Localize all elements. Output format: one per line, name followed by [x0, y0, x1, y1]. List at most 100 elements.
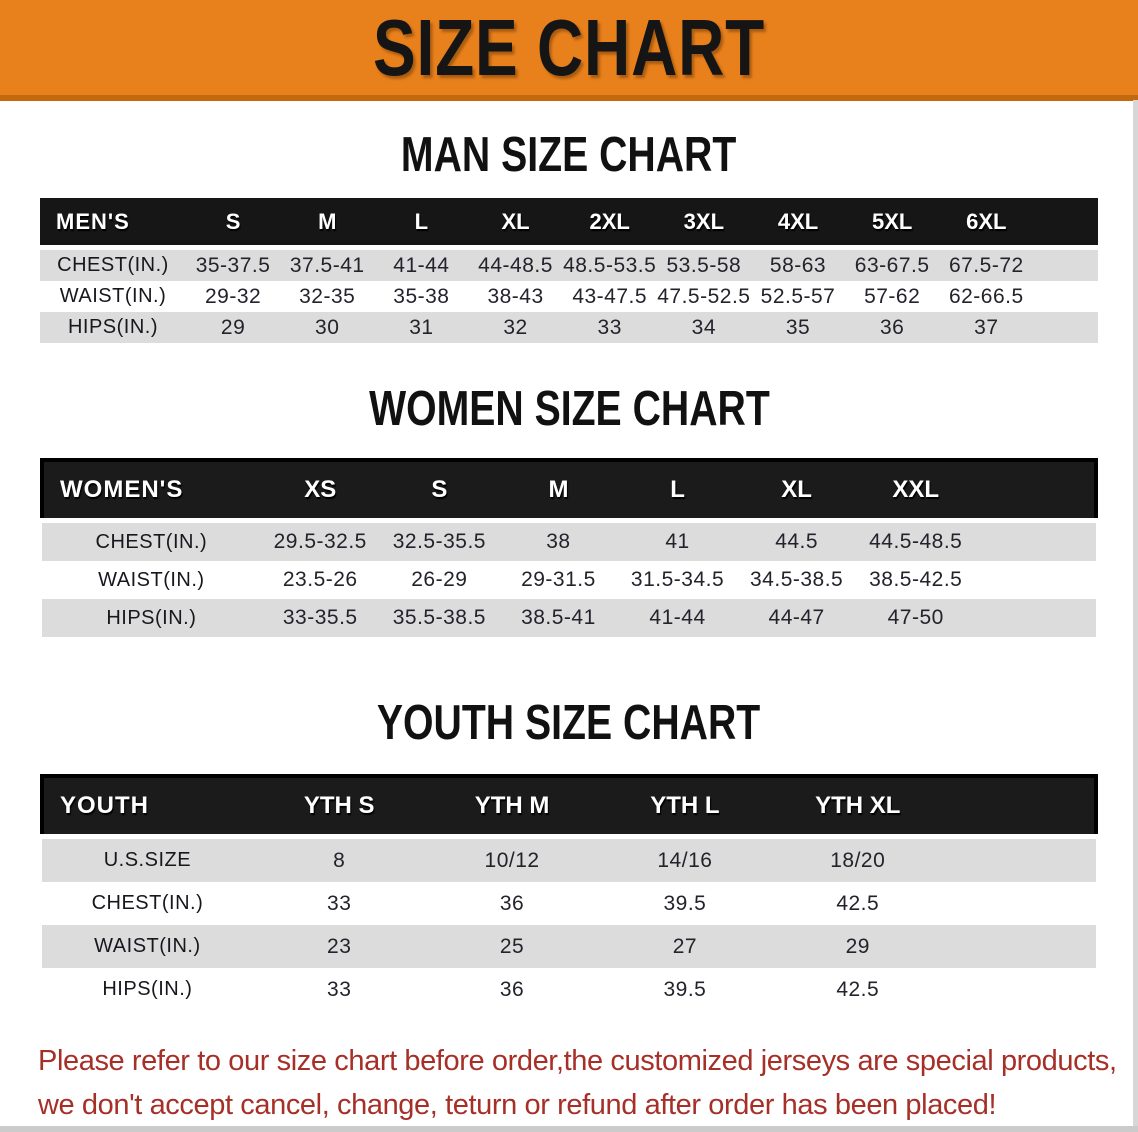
women-table-wrap: WOMEN'S XS S M L XL XXL CHEST(IN.) 29.5-32.5 32.… — [40, 458, 1098, 637]
spacer-cell — [944, 925, 1096, 968]
size-value-cell: 47-50 — [856, 599, 976, 637]
size-value-cell: 23 — [252, 925, 426, 968]
size-column-header: YTH L — [598, 774, 772, 839]
women-size-table: WOMEN'S XS S M L XL XXL CHEST(IN.) 29.5-32.5 32.… — [40, 458, 1098, 637]
size-value-cell: 33-35.5 — [260, 599, 380, 637]
women-table-header-row: WOMEN'S XS S M L XL XXL — [40, 458, 1098, 523]
banner-title: SIZE CHART — [373, 2, 765, 92]
table-row: WAIST(IN.) 29-32 32-35 35-38 38-43 43-47.5 47.… — [40, 281, 1098, 312]
right-edge-strip — [1133, 100, 1138, 1132]
size-value-cell: 35-37.5 — [186, 245, 281, 281]
size-value-cell: 37.5-41 — [280, 245, 375, 281]
spacer-cell — [975, 599, 1096, 637]
spacer-cell — [1033, 245, 1098, 281]
size-value-cell: 52.5-57 — [760, 284, 836, 308]
size-column-header: S — [186, 198, 281, 248]
size-value-cell: 36 — [845, 312, 940, 343]
size-value-cell: 44.5-48.5 — [856, 518, 976, 561]
table-header-label: YOUTH — [40, 774, 253, 839]
disclaimer-line-1: Please refer to our size chart before or… — [38, 1045, 1117, 1077]
row-label: CHEST(IN.) — [40, 245, 186, 281]
youth-table-body: U.S.SIZE 8 10/12 14/16 18/20 CHEST(IN.) 33 36 39… — [42, 834, 1096, 1012]
size-value-cell: 63-67.5 — [845, 245, 940, 281]
size-value-cell: 30 — [280, 312, 375, 343]
size-value-cell: 36 — [499, 891, 525, 915]
size-value-cell: 58-63 — [750, 245, 846, 281]
size-column-header: 6XL — [939, 198, 1034, 248]
table-row: CHEST(IN.) 29.5-32.5 32.5-35.5 38 41 44.5 44.5… — [42, 518, 1096, 561]
size-value-cell: 27 — [598, 925, 772, 968]
size-value-cell: 62-66.5 — [948, 284, 1024, 308]
spacer-cell — [1033, 198, 1098, 248]
size-value-cell: 32.5-35.5 — [379, 518, 499, 561]
row-label: WAIST(IN.) — [59, 285, 167, 307]
size-value-cell: 48.5-53.5 — [562, 245, 657, 281]
size-column-header: XXL — [856, 458, 976, 523]
size-value-cell: 14/16 — [598, 834, 772, 882]
women-section-heading-text: WOMEN SIZE CHART — [368, 382, 770, 436]
size-value-cell: 31.5-34.5 — [630, 568, 725, 591]
spacer-cell — [975, 518, 1096, 561]
size-value-cell: 38 — [498, 518, 618, 561]
youth-section-heading: YOUTH SIZE CHART — [0, 699, 1138, 748]
men-size-section: MAN SIZE CHART MEN'S S M L XL 2XL 3XL 4XL 5XL 6XL… — [0, 131, 1138, 343]
row-label: CHEST(IN.) — [91, 892, 204, 914]
row-label: HIPS(IN.) — [42, 599, 261, 637]
size-column-header: 3XL — [656, 198, 751, 248]
size-value-cell: 23.5-26 — [282, 568, 358, 591]
size-value-cell: 44-47 — [737, 599, 857, 637]
size-column-header: S — [379, 458, 499, 523]
disclaimer-line-2: we don't accept cancel, change, teturn o… — [38, 1089, 997, 1122]
size-value-cell: 29-32 — [204, 284, 262, 308]
size-value-cell: 41-44 — [374, 245, 469, 281]
size-column-header: 2XL — [562, 198, 657, 248]
size-column-header: 4XL — [750, 198, 846, 248]
spacer-cell — [944, 834, 1096, 882]
size-value-cell: 47.5-52.5 — [657, 284, 751, 308]
spacer-cell — [944, 968, 1096, 1011]
size-value-cell: 44-48.5 — [468, 245, 563, 281]
table-row: CHEST(IN.) 35-37.5 37.5-41 41-44 44-48.5 48.5… — [40, 245, 1098, 281]
size-value-cell: 38-43 — [487, 284, 544, 308]
table-row: U.S.SIZE 8 10/12 14/16 18/20 — [42, 834, 1096, 882]
size-value-cell: 33 — [327, 977, 352, 1001]
size-value-cell: 29.5-32.5 — [260, 518, 380, 561]
size-column-header: YTH XL — [771, 774, 945, 839]
men-section-heading-text: MAN SIZE CHART — [401, 128, 737, 182]
size-column-header: L — [374, 198, 469, 248]
size-value-cell: 67.5-72 — [939, 245, 1034, 281]
table-row: WAIST(IN.) 23.5-26 26-29 29-31.5 31.5-34.5 34… — [42, 561, 1096, 599]
size-value-cell: 10/12 — [425, 834, 599, 882]
men-table-header-row: MEN'S S M L XL 2XL 3XL 4XL 5XL 6XL — [40, 198, 1098, 248]
spacer-cell — [975, 561, 1096, 599]
youth-size-section: YOUTH SIZE CHART YOUTH YTH S YTH M YTH L YTH… — [0, 699, 1138, 1011]
disclaimer-note: Please refer to our size chart before or… — [38, 1039, 1117, 1127]
table-row: HIPS(IN.) 33 36 39.5 42.5 — [42, 968, 1096, 1011]
table-row: WAIST(IN.) 23 25 27 29 — [42, 925, 1096, 968]
size-value-cell: 42.5 — [836, 891, 880, 915]
size-value-cell: 31 — [374, 312, 469, 343]
size-value-cell: 8 — [252, 834, 426, 882]
size-column-header: M — [498, 458, 618, 523]
table-row: HIPS(IN.) 29 30 31 32 33 34 35 36 37 — [40, 312, 1098, 343]
row-label: CHEST(IN.) — [42, 518, 261, 561]
men-section-heading: MAN SIZE CHART — [0, 131, 1138, 180]
size-value-cell: 53.5-58 — [656, 245, 751, 281]
size-value-cell: 32 — [468, 312, 563, 343]
size-value-cell: 42.5 — [836, 977, 880, 1001]
row-label: WAIST(IN.) — [42, 925, 253, 968]
women-table-body: CHEST(IN.) 29.5-32.5 32.5-35.5 38 41 44.5 44.5… — [42, 518, 1096, 637]
size-value-cell: 33 — [327, 891, 352, 915]
size-value-cell: 57-62 — [864, 284, 921, 308]
size-value-cell: 34.5-38.5 — [750, 568, 844, 591]
youth-table-wrap: YOUTH YTH S YTH M YTH L YTH XL U.S.SIZE 8 10/1… — [40, 774, 1098, 1011]
size-column-header: L — [617, 458, 738, 523]
size-value-cell: 37 — [939, 312, 1034, 343]
size-value-cell: 35.5-38.5 — [379, 599, 499, 637]
size-value-cell: 26-29 — [411, 568, 468, 591]
size-column-header: XS — [260, 458, 380, 523]
size-column-header: YTH M — [425, 774, 599, 839]
youth-table-header-row: YOUTH YTH S YTH M YTH L YTH XL — [40, 774, 1098, 839]
size-value-cell: 32-35 — [299, 284, 356, 308]
women-size-section: WOMEN SIZE CHART WOMEN'S XS S M L XL XXL CHEST… — [0, 385, 1138, 637]
